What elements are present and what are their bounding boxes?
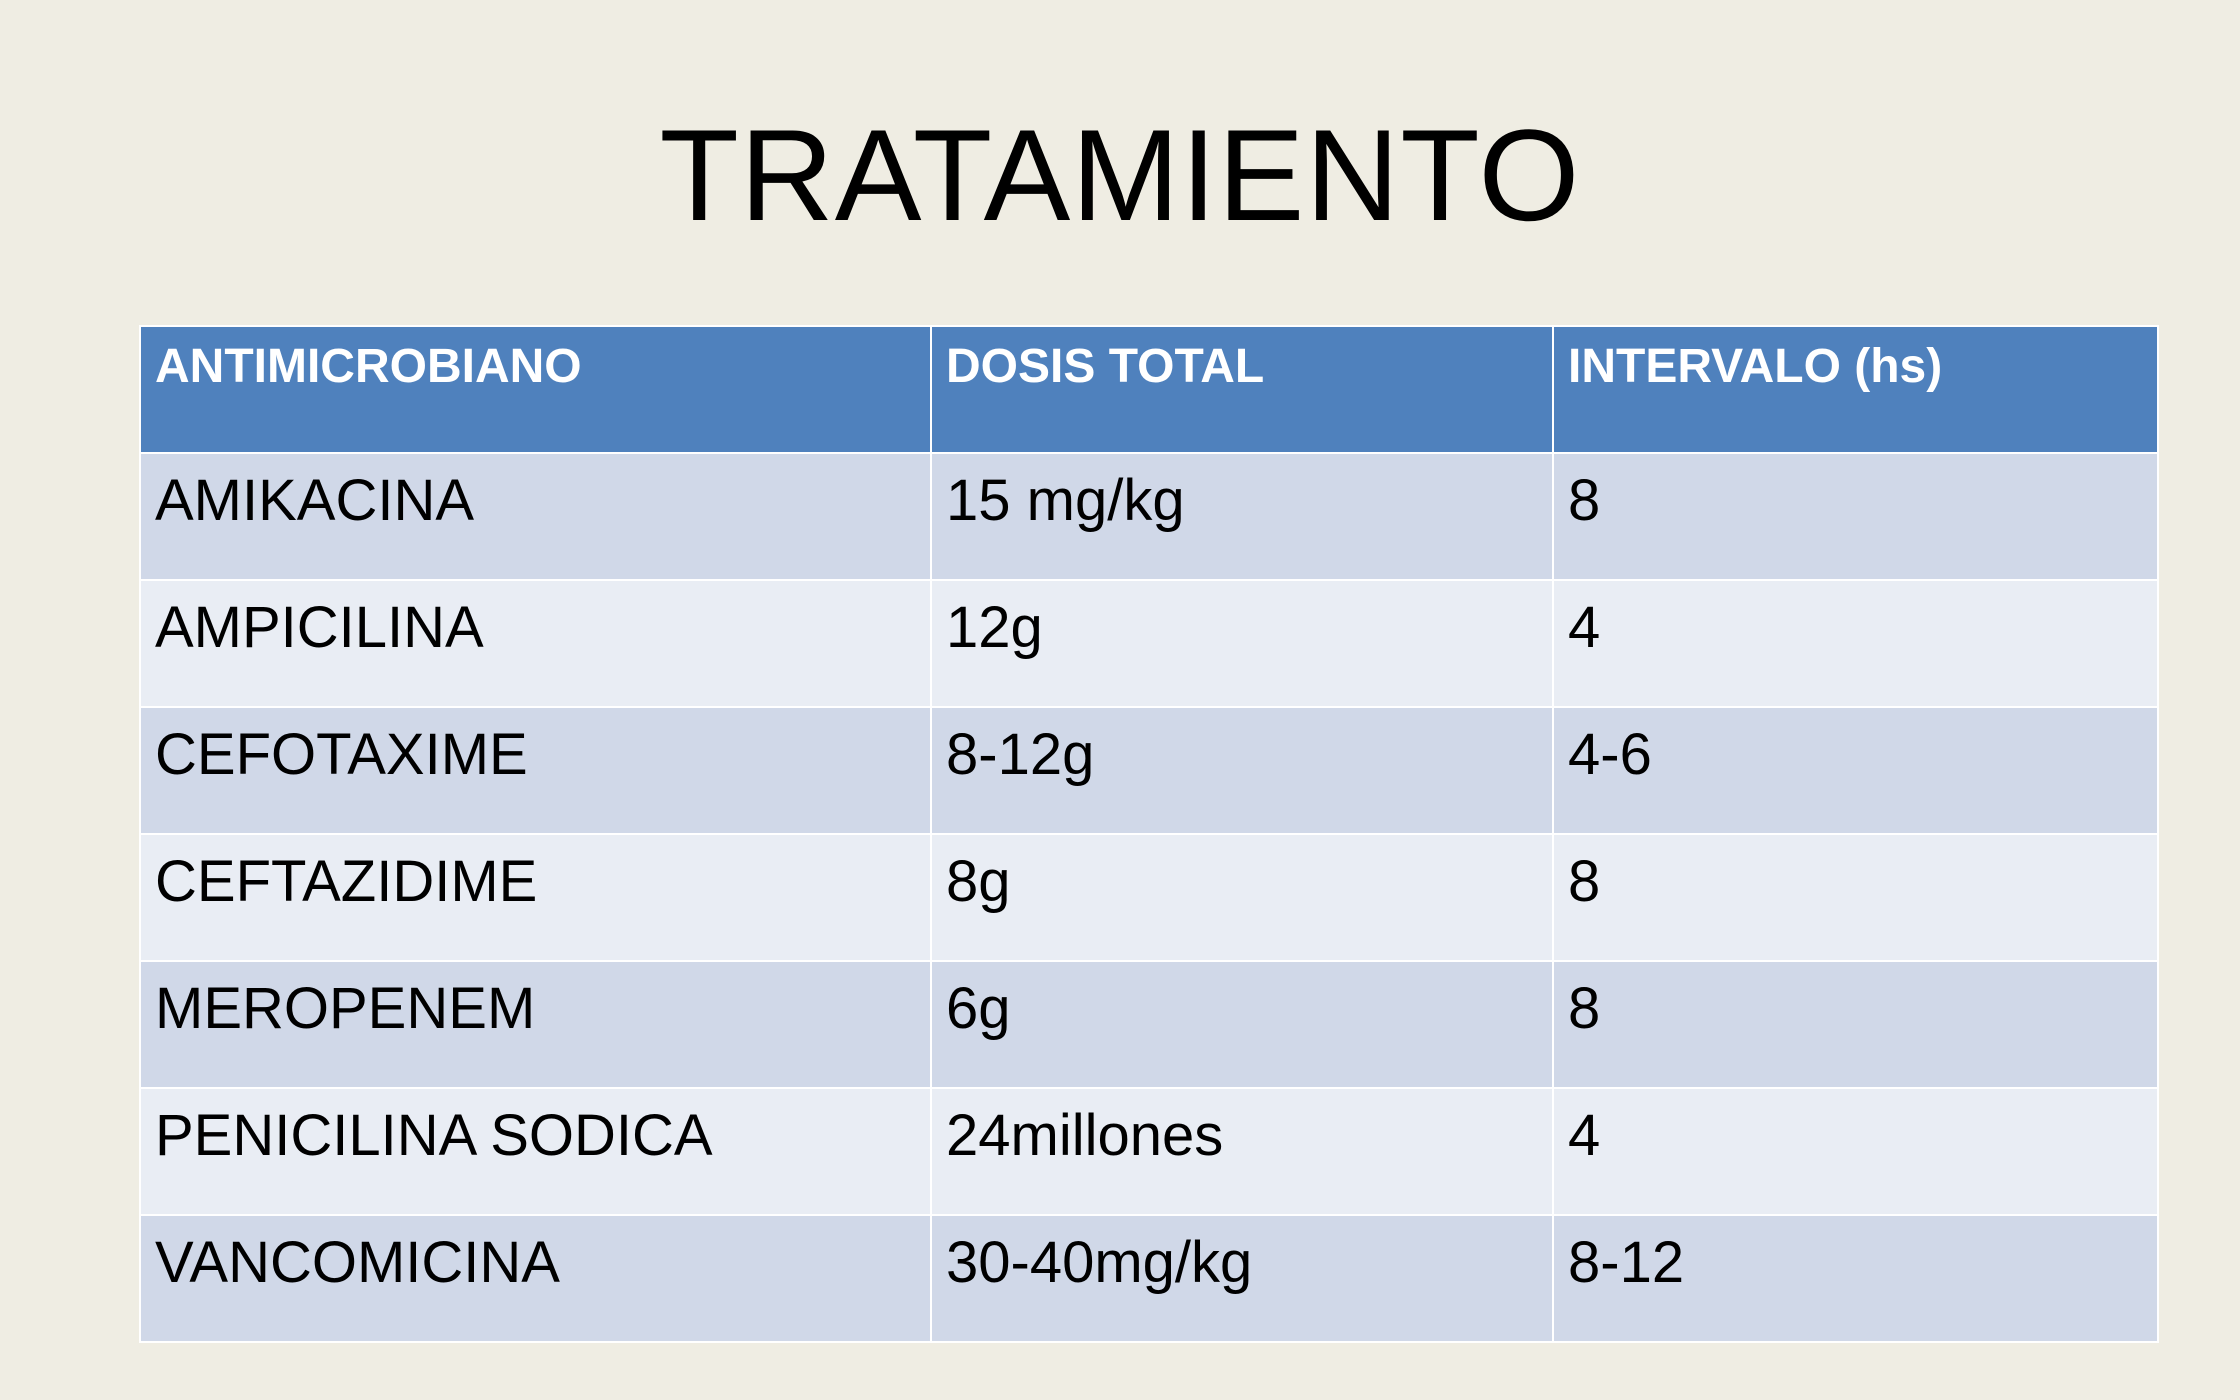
table-row: VANCOMICINA 30-40mg/kg 8-12 [139,1214,2159,1343]
table-row: AMIKACINA 15 mg/kg 8 [139,452,2159,581]
dose-cell: 8g [930,833,1554,962]
drug-cell: CEFTAZIDIME [139,833,932,962]
table-row: CEFOTAXIME 8-12g 4-6 [139,706,2159,835]
interval-cell: 8-12 [1552,1214,2159,1343]
dose-cell: 15 mg/kg [930,452,1554,581]
dose-cell: 24millones [930,1087,1554,1216]
table-row: CEFTAZIDIME 8g 8 [139,833,2159,962]
treatment-table: ANTIMICROBIANO DOSIS TOTAL INTERVALO (hs… [139,325,2159,1343]
slide-title: TRATAMIENTO [659,102,1581,248]
header-antimicrobiano: ANTIMICROBIANO [139,325,932,454]
table-row: MEROPENEM 6g 8 [139,960,2159,1089]
table-row: AMPICILINA 12g 4 [139,579,2159,708]
interval-cell: 8 [1552,960,2159,1089]
dose-cell: 6g [930,960,1554,1089]
interval-cell: 8 [1552,452,2159,581]
dose-cell: 8-12g [930,706,1554,835]
drug-cell: CEFOTAXIME [139,706,932,835]
table-row: PENICILINA SODICA 24millones 4 [139,1087,2159,1216]
dose-cell: 12g [930,579,1554,708]
drug-cell: AMIKACINA [139,452,932,581]
header-intervalo: INTERVALO (hs) [1552,325,2159,454]
drug-cell: AMPICILINA [139,579,932,708]
drug-cell: MEROPENEM [139,960,932,1089]
table-header-row: ANTIMICROBIANO DOSIS TOTAL INTERVALO (hs… [139,325,2159,454]
interval-cell: 4 [1552,579,2159,708]
interval-cell: 8 [1552,833,2159,962]
drug-cell: VANCOMICINA [139,1214,932,1343]
drug-cell: PENICILINA SODICA [139,1087,932,1216]
interval-cell: 4 [1552,1087,2159,1216]
header-dosis-total: DOSIS TOTAL [930,325,1554,454]
dose-cell: 30-40mg/kg [930,1214,1554,1343]
interval-cell: 4-6 [1552,706,2159,835]
